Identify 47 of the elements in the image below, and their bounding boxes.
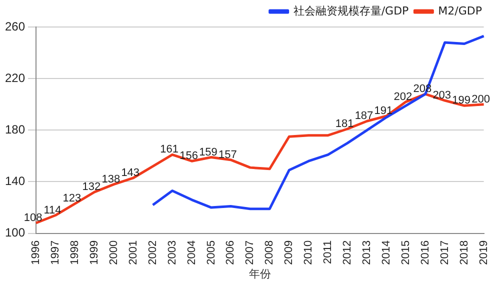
x-tick-label: 2013 — [361, 240, 374, 265]
x-tick-label: 1997 — [50, 240, 62, 265]
data-label: 138 — [102, 173, 120, 186]
data-label: 187 — [354, 110, 374, 122]
x-tick-label: 2008 — [264, 240, 276, 265]
x-tick-label: 2003 — [166, 240, 178, 265]
y-tick-label: 180 — [4, 122, 26, 136]
legend-label: M2/GDP — [438, 4, 482, 18]
data-label: 202 — [394, 90, 412, 103]
x-tick-label: 2007 — [244, 240, 256, 265]
y-tick-label: 140 — [4, 174, 26, 188]
y-tick-label: 260 — [4, 19, 26, 34]
x-tick-label: 2011 — [322, 240, 334, 264]
y-tick-label: 100 — [4, 226, 26, 240]
data-label: 123 — [62, 192, 82, 205]
x-tick-label: 2009 — [283, 240, 296, 265]
x-tick-label: 2019 — [478, 240, 490, 265]
x-tick-label: 2006 — [224, 240, 237, 265]
x-tick-label: 2014 — [380, 240, 392, 265]
x-tick-label: 1998 — [68, 240, 81, 265]
x-tick-label: 2018 — [458, 240, 470, 265]
x-tick-label: 1996 — [30, 240, 42, 265]
x-tick-label: 1999 — [88, 240, 100, 265]
data-label: 191 — [374, 105, 393, 118]
data-label: 200 — [472, 93, 490, 106]
y-tick-label: 220 — [4, 70, 26, 85]
x-tick-label: 2017 — [438, 240, 451, 265]
x-tick-label: 2010 — [302, 240, 315, 265]
x-tick-label: 2001 — [127, 240, 140, 265]
data-label: 199 — [452, 94, 471, 107]
x-tick-label: 2002 — [146, 240, 159, 265]
x-tick-label: 2005 — [205, 240, 218, 265]
data-label: 159 — [199, 146, 218, 158]
x-tick-label: 2012 — [342, 240, 354, 265]
data-label: 157 — [218, 148, 237, 161]
x-tick-label: 2016 — [419, 240, 432, 265]
data-label: 132 — [82, 181, 101, 194]
x-tick-label: 2004 — [186, 240, 198, 265]
data-label: 143 — [121, 166, 140, 179]
data-label: 108 — [24, 212, 42, 224]
data-label: 114 — [44, 204, 62, 216]
data-label: 181 — [335, 118, 354, 130]
legend-label: 社会融资规模存量/GDP — [293, 4, 410, 18]
x-axis-title: 年份 — [248, 267, 271, 280]
x-tick-label: 2015 — [400, 240, 412, 265]
x-tick-label: 2000 — [108, 240, 120, 265]
data-label: 161 — [160, 144, 178, 156]
